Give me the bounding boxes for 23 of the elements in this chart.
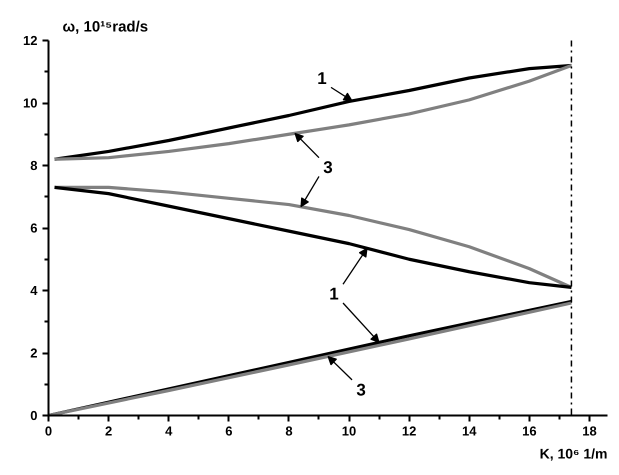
y-tick-label: 12 [23, 33, 38, 48]
x-tick-label: 0 [44, 424, 52, 438]
x-tick-label: 16 [522, 424, 537, 438]
y-tick-label: 4 [30, 283, 38, 298]
x-tick-label: 2 [104, 424, 112, 438]
x-tick-label: 18 [582, 424, 597, 438]
x-tick-label: 8 [285, 424, 293, 438]
x-tick-label: 10 [342, 424, 356, 438]
y-tick-label: 2 [30, 346, 38, 360]
annotation: 3 [356, 380, 366, 400]
x-tick-label: 14 [462, 424, 478, 438]
y-tick-label: 8 [30, 158, 38, 173]
annotation: 1 [317, 69, 327, 88]
x-tick-label: 12 [402, 424, 416, 438]
x-tick-label: 6 [225, 424, 232, 438]
x-tick-label: 4 [165, 424, 174, 438]
y-axis-title: ω, 10¹⁵rad/s [62, 18, 148, 36]
annotation: 3 [323, 158, 333, 178]
annotation: 1 [329, 284, 339, 304]
y-tick-label: 0 [30, 408, 38, 423]
y-tick-label: 10 [23, 96, 38, 110]
y-tick-label: 6 [30, 220, 38, 236]
x-axis-title: K, 10⁶ 1/m [540, 446, 608, 462]
